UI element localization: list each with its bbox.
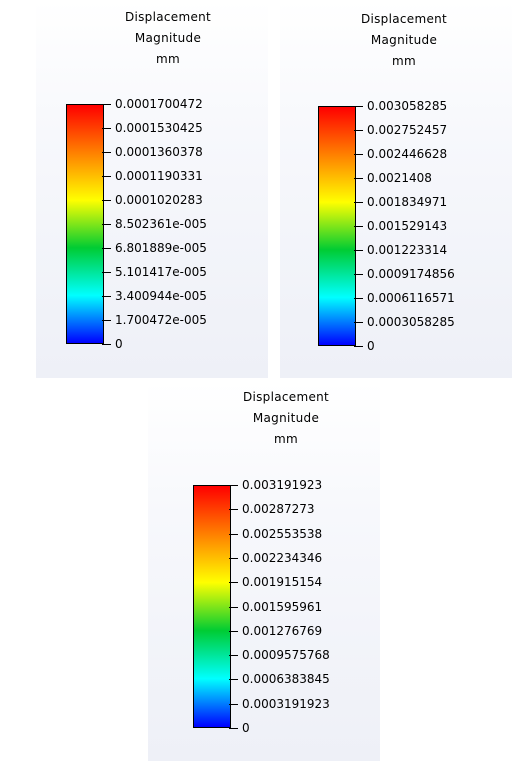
legend-2-tick-mark bbox=[354, 274, 363, 275]
legend-1-colorbar bbox=[66, 104, 104, 344]
legend-1-tick-label: 3.400944e-005 bbox=[115, 289, 207, 303]
legend-2-tick-label: 0.0009174856 bbox=[367, 267, 455, 281]
legend-2-tick-mark bbox=[354, 130, 363, 131]
legend-2-tick-label: 0.001834971 bbox=[367, 195, 448, 209]
legend-3-tick-mark bbox=[229, 606, 238, 608]
legend-3-tick-label: 0.0009575768 bbox=[242, 648, 330, 663]
legend-1-tick-mark bbox=[102, 272, 111, 273]
legend-2-tick-mark bbox=[354, 106, 363, 107]
legend-2-tick-mark bbox=[354, 154, 363, 155]
legend-1-tick-label: 8.502361e-005 bbox=[115, 217, 207, 231]
legend-1-tick-label: 0.0001360378 bbox=[115, 145, 203, 159]
legend-3-tick-mark bbox=[229, 630, 238, 632]
legend-1-tick-mark bbox=[102, 128, 111, 129]
legend-3-tick-mark bbox=[229, 582, 238, 584]
legend-2-tick-mark bbox=[354, 298, 363, 299]
legend-1-tick-label: 0.0001700472 bbox=[115, 97, 203, 111]
legend-2-tick-mark bbox=[354, 346, 363, 347]
legend-3-tick-mark bbox=[229, 533, 238, 535]
legend-2-tick-mark bbox=[354, 322, 363, 323]
legend-1-tick-mark bbox=[102, 176, 111, 177]
legend-3-tick-label: 0.00287273 bbox=[242, 502, 315, 517]
legend-1-tick-label: 0.0001020283 bbox=[115, 193, 203, 207]
legend-2-tick-label: 0.0006116571 bbox=[367, 291, 455, 305]
legend-3-colorbar bbox=[193, 485, 231, 728]
legend-2-tick-mark bbox=[354, 250, 363, 251]
legend-2-title-line-1: Displacement bbox=[360, 12, 448, 26]
legend-3-tick-label: 0.001595961 bbox=[242, 599, 323, 614]
legend-1-tick-label: 0.0001530425 bbox=[115, 121, 203, 135]
legend-3-tick-mark bbox=[229, 703, 238, 705]
legend-2-tick-label: 0.003058285 bbox=[367, 99, 448, 113]
legend-3-title-line-3: mm bbox=[274, 432, 298, 446]
legend-2-tick-mark bbox=[354, 202, 363, 203]
legend-1-tick-label: 0 bbox=[115, 337, 123, 351]
legend-3-tick-label: 0.003191923 bbox=[242, 478, 323, 492]
legend-2-tick-label: 0.001223314 bbox=[367, 243, 448, 257]
legend-2-tick-label: 0.002446628 bbox=[367, 147, 448, 161]
legend-3-tick-mark bbox=[229, 485, 238, 486]
legend-1-tick-mark bbox=[102, 152, 111, 153]
legend-panel-3: Displacement Magnitude mm 0.003191923 0.0028… bbox=[148, 382, 380, 761]
legend-1-tick-mark bbox=[102, 104, 111, 105]
legend-2-tick-label: 0.001529143 bbox=[367, 219, 448, 233]
legend-1-tick-mark bbox=[102, 296, 111, 297]
legend-3-tick-label: 0.0003191923 bbox=[242, 696, 330, 711]
legend-1-tick-label: 0.0001190331 bbox=[115, 169, 203, 183]
legend-2-title-line-2: Magnitude bbox=[370, 33, 438, 47]
legend-1-title-line-2: Magnitude bbox=[134, 31, 202, 45]
legend-3-tick-mark bbox=[229, 728, 238, 729]
legend-1-tick-label: 1.700472e-005 bbox=[115, 313, 207, 327]
legend-3-title-line-1: Displacement bbox=[242, 390, 330, 404]
legend-2-tick-mark bbox=[354, 178, 363, 179]
legend-2-tick-label: 0.002752457 bbox=[367, 123, 448, 137]
legend-1-title-line-1: Displacement bbox=[124, 10, 212, 24]
legend-1-tick-mark bbox=[102, 200, 111, 201]
legend-1-tick-mark bbox=[102, 344, 111, 345]
legend-3-tick-label: 0.002234346 bbox=[242, 550, 323, 565]
legend-3-tick-mark bbox=[229, 509, 238, 511]
legend-2-colorbar bbox=[318, 106, 356, 346]
legend-1-tick-label: 6.801889e-005 bbox=[115, 241, 207, 255]
legend-3-title-line-2: Magnitude bbox=[252, 411, 320, 425]
legend-2-title-line-3: mm bbox=[392, 54, 416, 68]
legend-3-tick-label: 0 bbox=[242, 721, 250, 735]
legend-2-tick-mark bbox=[354, 226, 363, 227]
legend-3-tick-label: 0.001915154 bbox=[242, 575, 323, 590]
legend-1-tick-mark bbox=[102, 320, 111, 321]
legend-1-tick-mark bbox=[102, 224, 111, 225]
legend-panel-2: Displacement Magnitude mm 0.003058285 0.0027… bbox=[280, 0, 512, 378]
legend-1-title-line-3: mm bbox=[156, 52, 180, 66]
legend-3-tick-label: 0.002553538 bbox=[242, 526, 323, 541]
legend-1-tick-mark bbox=[102, 248, 111, 249]
legend-3-tick-mark bbox=[229, 679, 238, 681]
legend-3-tick-mark bbox=[229, 557, 238, 559]
legend-3-tick-label: 0.001276769 bbox=[242, 623, 323, 638]
legend-3-tick-label: 0.0006383845 bbox=[242, 672, 330, 687]
legend-2-tick-label: 0 bbox=[367, 339, 375, 353]
legend-3-tick-mark bbox=[229, 655, 238, 657]
legend-2-tick-label: 0.0003058285 bbox=[367, 315, 455, 329]
legend-1-tick-label: 5.101417e-005 bbox=[115, 265, 207, 279]
legend-panel-1: Displacement Magnitude mm 0.0001700472 0.000… bbox=[36, 0, 268, 378]
legend-2-tick-label: 0.0021408 bbox=[367, 171, 432, 185]
